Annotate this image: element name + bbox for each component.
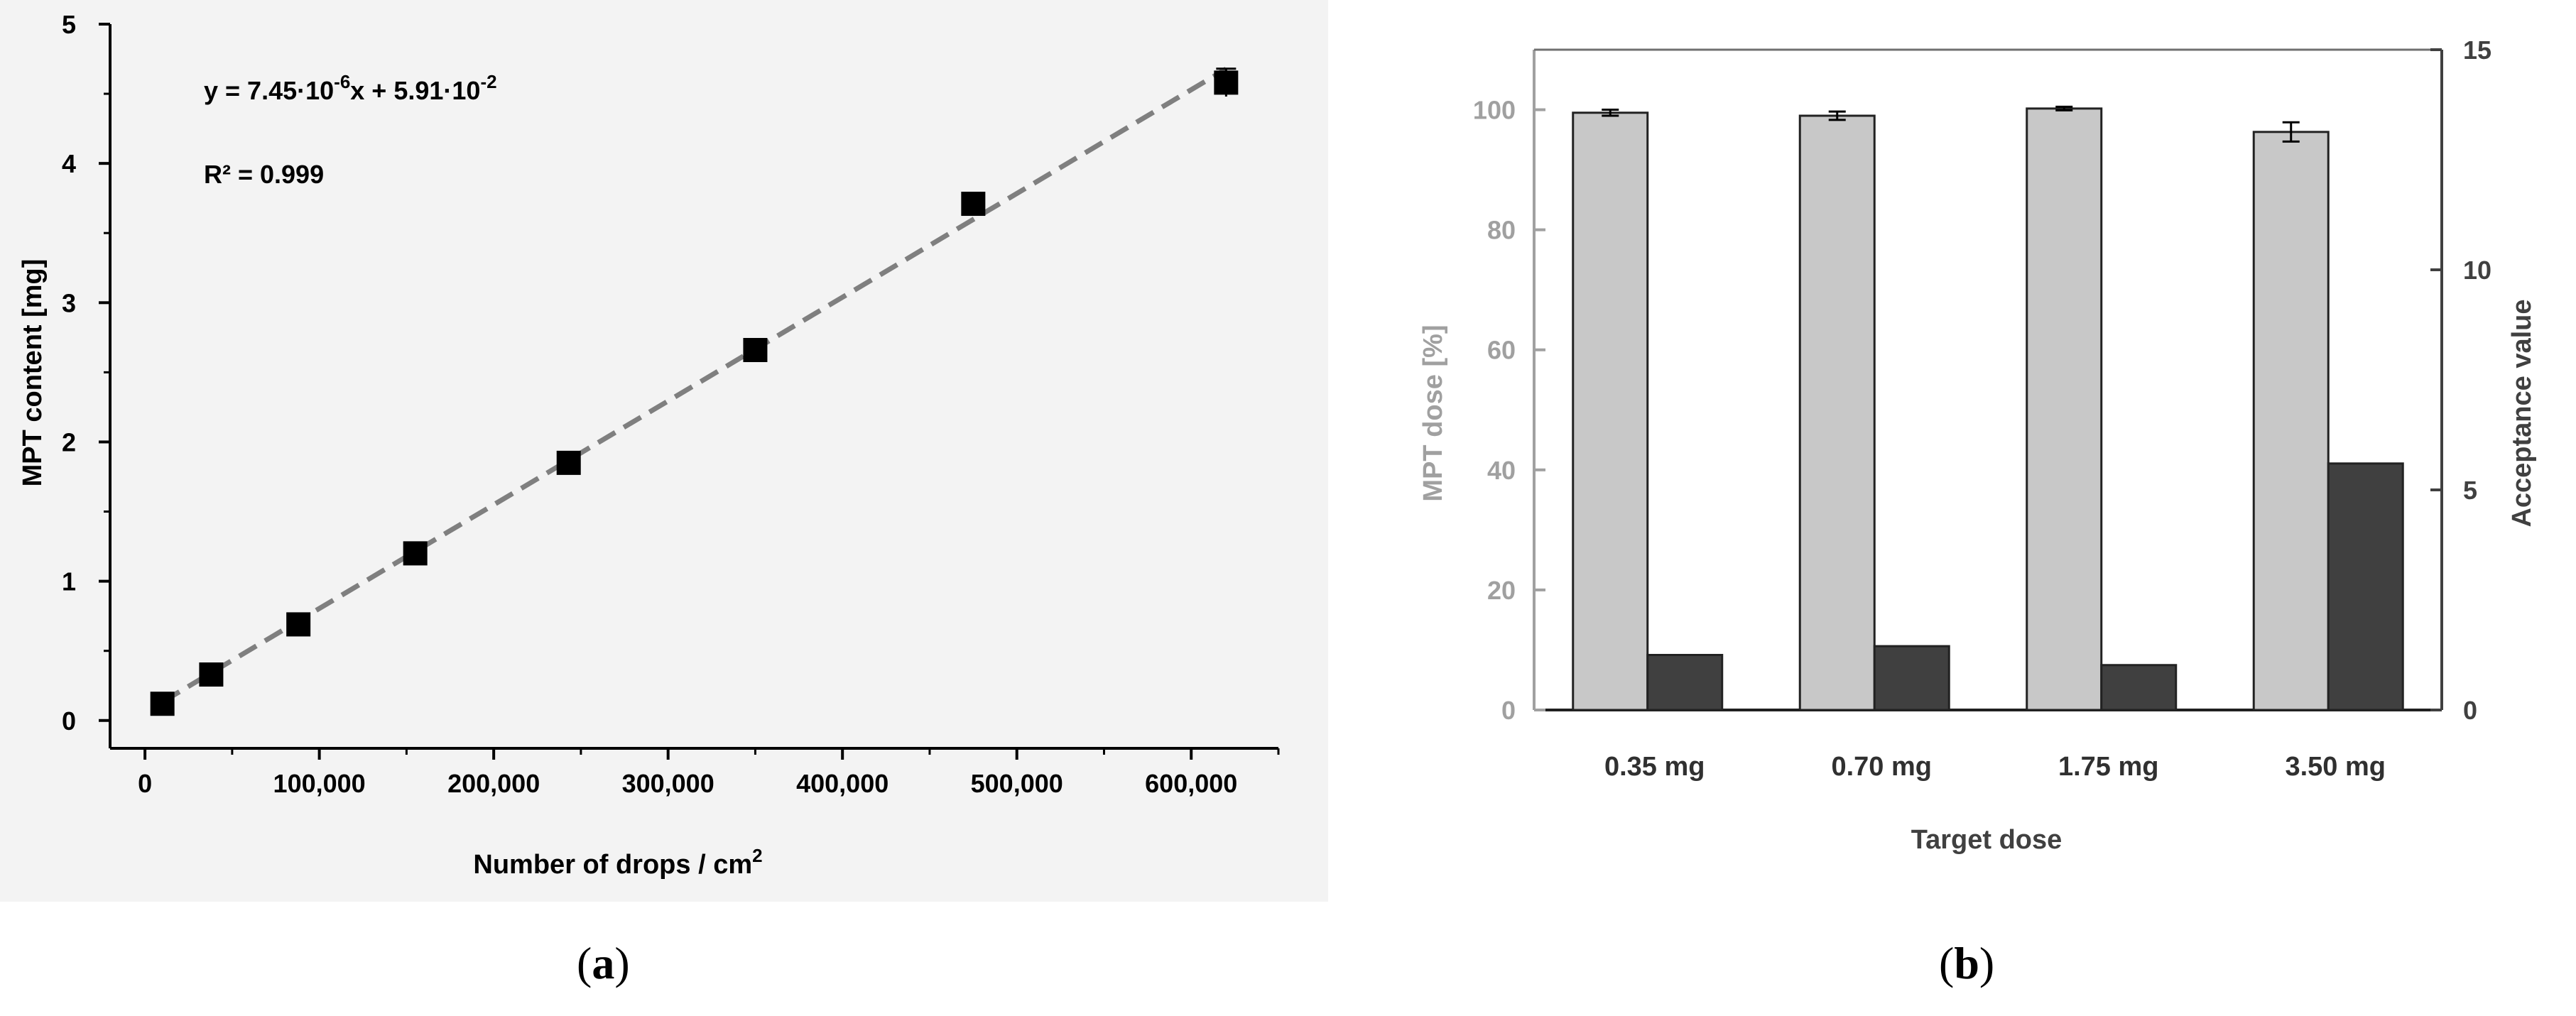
- panel-a-scatter-chart: 0 100,000 200,000 300,000 400,000 500,000 600,…: [0, 0, 1328, 902]
- equation-text: y = 7.45·10-6x + 5.91·10-2: [204, 71, 497, 105]
- x-axis-label-b: Target dose: [1911, 825, 2063, 855]
- right-y-tick-label: 0: [2463, 696, 2477, 725]
- x-tick-label: 100,000: [273, 769, 366, 798]
- r-squared-text: R² = 0.999: [204, 160, 324, 189]
- data-point: [150, 692, 175, 716]
- bar-acceptance-value: [2327, 462, 2404, 711]
- category-label: 3.50 mg: [2285, 752, 2386, 782]
- fit-line: [161, 67, 1228, 704]
- bar-mpt-dose: [1798, 114, 1876, 711]
- left-y-tick-label: 20: [1487, 576, 1516, 605]
- panel-b-bar-chart: 0 20 40 60 80 100 0 5 10 15 0.35 mg 0.70 mg 1.75 mg 3…: [1406, 0, 2576, 902]
- data-point: [286, 612, 311, 637]
- y-tick-label: 4: [62, 149, 76, 178]
- x-tick-label: 200,000: [447, 769, 540, 798]
- category-label: 0.35 mg: [1604, 752, 1705, 782]
- right-y-tick-label: 15: [2463, 35, 2491, 65]
- left-y-tick-label: 100: [1473, 96, 1516, 125]
- left-y-tick-label: 60: [1487, 336, 1516, 365]
- x-tick-label: 500,000: [971, 769, 1063, 798]
- caption-a: (a): [577, 938, 630, 988]
- data-point: [403, 541, 428, 566]
- category-label: 0.70 mg: [1831, 752, 1932, 782]
- right-y-tick-label: 10: [2463, 256, 2491, 285]
- y-axis-label: MPT content [mg]: [18, 259, 48, 487]
- bar-mpt-dose: [1572, 111, 1649, 711]
- y-tick-label: 5: [62, 10, 76, 39]
- data-point: [961, 192, 986, 217]
- x-tick-label: 400,000: [796, 769, 888, 798]
- bar-acceptance-value: [1646, 654, 1724, 711]
- left-y-tick-label: 80: [1487, 216, 1516, 245]
- bar-mpt-dose: [2026, 107, 2103, 711]
- left-y-tick-label: 40: [1487, 456, 1516, 485]
- right-y-tick-label: 5: [2463, 476, 2477, 505]
- y-tick-label: 2: [62, 427, 76, 457]
- category-label: 1.75 mg: [2058, 752, 2159, 782]
- data-point: [199, 662, 224, 687]
- caption-b: (b): [1939, 938, 1995, 988]
- data-point: [556, 450, 581, 475]
- panel-a-background: [0, 0, 1328, 902]
- bar-acceptance-value: [2100, 664, 2178, 711]
- y-axis-label-left: MPT dose [%]: [1418, 324, 1448, 501]
- y-tick-label: 3: [62, 288, 76, 317]
- x-tick-label: 300,000: [622, 769, 714, 798]
- data-point: [743, 338, 768, 362]
- y-tick-label: 0: [62, 706, 76, 736]
- x-tick-label: 600,000: [1145, 769, 1237, 798]
- bar-acceptance-value: [1873, 645, 1950, 711]
- bar-mpt-dose: [2252, 131, 2330, 711]
- x-tick-label: 0: [138, 769, 152, 798]
- y-axis-label-right: Acceptance value: [2507, 299, 2537, 527]
- x-axis-label: Number of drops / cm2: [473, 845, 762, 880]
- y-tick-label: 1: [62, 567, 76, 596]
- left-y-tick-label: 0: [1501, 696, 1516, 725]
